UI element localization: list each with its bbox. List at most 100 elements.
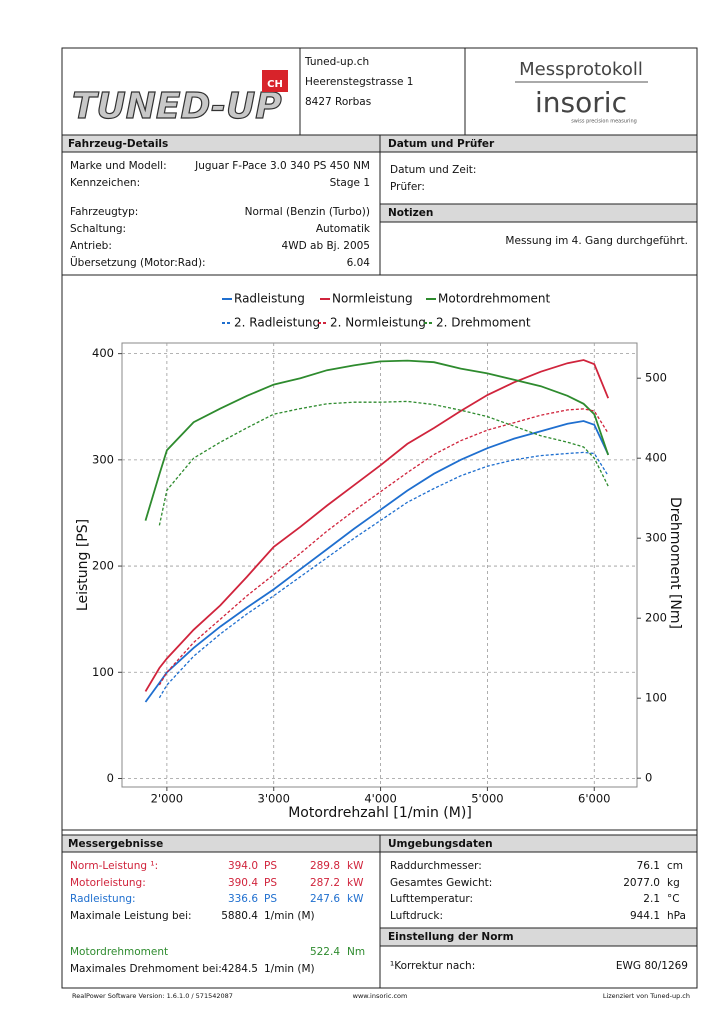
env-label: Luftdruck:	[390, 910, 443, 922]
address: Tuned-up.ch	[304, 56, 369, 68]
result-value: 289.8	[310, 860, 340, 872]
result-unit: PS	[264, 893, 277, 905]
legend-label: Radleistung	[234, 292, 305, 306]
env-value: 76.1	[637, 860, 660, 872]
result-value: 5880.4	[221, 910, 258, 922]
field-label: Übersetzung (Motor:Rad):	[70, 256, 206, 269]
field-label: Antrieb:	[70, 240, 112, 252]
result-value: 522.4	[310, 946, 340, 958]
plot-area	[121, 342, 638, 788]
brand: insoric	[535, 86, 627, 119]
section-title: Messergebnisse	[68, 838, 163, 850]
section-header	[379, 927, 698, 947]
series-line	[158, 400, 609, 526]
env-label: Lufttemperatur:	[390, 893, 473, 905]
field-label: Schaltung:	[70, 223, 126, 235]
x-tick-label: 6'000	[578, 792, 610, 806]
result-unit: kW	[347, 877, 364, 889]
y2-tick-label: 200	[645, 611, 667, 625]
y2-tick-label: 500	[645, 371, 667, 385]
env-unit: kg	[667, 877, 680, 889]
section-title: Notizen	[388, 207, 433, 219]
note: Messung im 4. Gang durchgeführt.	[505, 235, 688, 247]
section-header	[379, 203, 698, 223]
result-label: Motorleistung:	[70, 877, 146, 889]
env-value: 2.1	[643, 893, 660, 905]
x-tick-label: 4'000	[364, 792, 396, 806]
result-label: Radleistung:	[70, 893, 136, 905]
series-line	[158, 451, 609, 699]
env-label: Raddurchmesser:	[390, 860, 482, 872]
section-title: Datum und Prüfer	[388, 138, 495, 150]
result-unit: kW	[347, 860, 364, 872]
footer-website: www.insoric.com	[353, 992, 408, 1000]
y2-tick-label: 400	[645, 451, 667, 465]
section-title: Fahrzeug-Details	[68, 138, 168, 150]
field-label: Marke und Modell:	[70, 160, 167, 172]
address: Heerenstegstrasse 1	[305, 76, 414, 88]
result-label: Maximales Drehmoment bei:	[70, 963, 222, 975]
series-line	[144, 359, 610, 521]
series-line	[144, 359, 610, 692]
footer-software: RealPower Software Version: 1.6.1.0 / 57…	[72, 992, 233, 1000]
env-unit: hPa	[667, 910, 686, 922]
result-label: Norm-Leistung ¹:	[70, 860, 158, 872]
brand-tagline: swiss precision measuring	[571, 119, 637, 125]
x-axis-title: Motordrehzahl [1/min (M)]	[288, 805, 472, 821]
y2-tick-label: 300	[645, 531, 667, 545]
result-unit: 1/min (M)	[264, 910, 315, 922]
env-label: Gesamtes Gewicht:	[390, 877, 492, 889]
section-title: Einstellung der Norm	[388, 931, 514, 943]
result-value: 336.6	[228, 893, 258, 905]
x-tick-label: 5'000	[471, 792, 503, 806]
field-label: Kennzeichen:	[70, 177, 140, 189]
y2-axis-title: Drehmoment [Nm]	[667, 497, 683, 629]
result-value: 287.2	[310, 877, 340, 889]
field-value: Stage 1	[330, 177, 370, 189]
chart: 0 100 200 300 400 0 100 200 300 400 500 2'000 3'000 4…	[75, 292, 683, 822]
legend-label: Normleistung	[332, 292, 413, 306]
field-value: Normal (Benzin (Turbo))	[245, 206, 370, 218]
footer-license: Lizenziert von Tuned-up.ch	[603, 992, 690, 1000]
logo-badge	[262, 70, 288, 92]
result-unit: kW	[347, 893, 364, 905]
legend-label: 2. Normleistung	[330, 316, 426, 330]
field-value: 6.04	[347, 257, 371, 269]
result-unit: PS	[264, 860, 277, 872]
result-value: 4284.5	[221, 963, 258, 975]
section-title: Umgebungsdaten	[388, 838, 493, 850]
y2-tick-label: 0	[645, 771, 652, 785]
logo: TUNED-UP	[72, 86, 282, 127]
result-unit: 1/min (M)	[264, 963, 315, 975]
legend-label: 2. Radleistung	[234, 316, 320, 330]
legend-label: Motordrehmoment	[438, 292, 550, 306]
env-value: 2077.0	[623, 877, 660, 889]
x-tick-label: 3'000	[258, 792, 290, 806]
y-tick-label: 200	[92, 559, 114, 573]
protocol-title: Messprotokoll	[519, 59, 643, 80]
norm-label: ¹Korrektur nach:	[390, 960, 475, 972]
field-value: Automatik	[316, 223, 371, 235]
logo-suffix: CH	[267, 79, 283, 90]
field-label: Fahrzeugtyp:	[70, 206, 138, 218]
result-value: 390.4	[228, 877, 258, 889]
series-line	[158, 408, 609, 686]
field-value: Juguar F-Pace 3.0 340 PS 450 NM	[194, 160, 370, 172]
result-unit: PS	[264, 877, 277, 889]
y-tick-label: 0	[107, 771, 114, 785]
series-line	[144, 420, 610, 703]
y-tick-label: 300	[92, 452, 114, 466]
y-axis-title: Leistung [PS]	[75, 519, 91, 611]
y-tick-label: 400	[92, 346, 114, 360]
env-unit: cm	[667, 860, 683, 872]
address: 8427 Rorbas	[305, 96, 371, 108]
legend-label: 2. Drehmoment	[436, 316, 531, 330]
x-tick-label: 2'000	[151, 792, 183, 806]
y2-tick-label: 100	[645, 691, 667, 705]
norm-value: EWG 80/1269	[616, 960, 688, 972]
result-label: Motordrehmoment	[70, 946, 168, 958]
field-value: 4WD ab Bj. 2005	[282, 240, 370, 252]
env-value: 944.1	[630, 910, 660, 922]
env-unit: °C	[667, 893, 680, 905]
